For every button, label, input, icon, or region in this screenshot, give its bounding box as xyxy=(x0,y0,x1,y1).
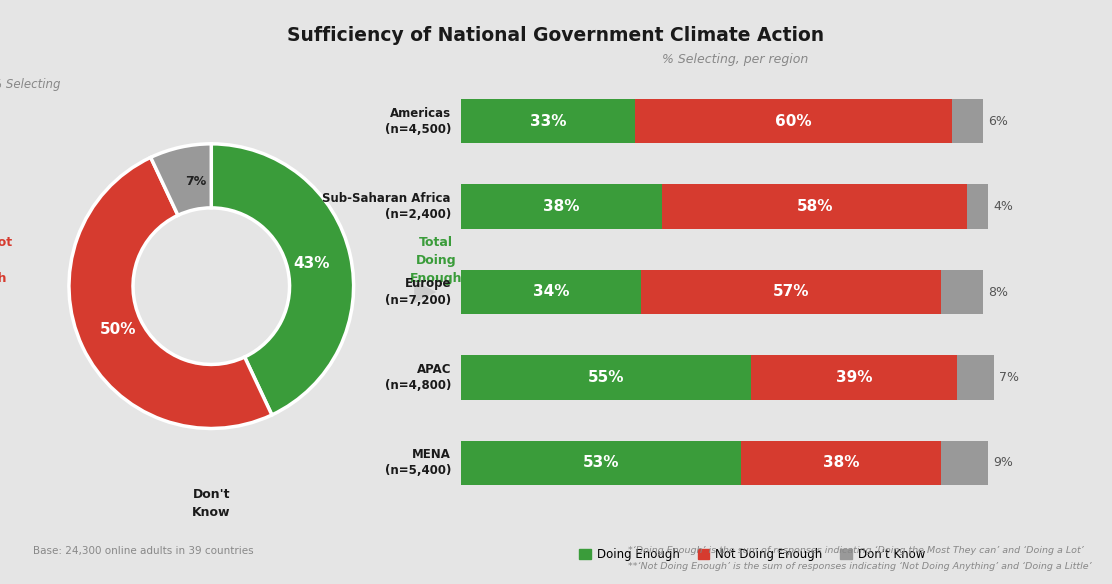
Bar xyxy=(635,99,952,144)
Text: Total
Doing
Enough: Total Doing Enough xyxy=(410,236,463,285)
Bar xyxy=(967,185,989,229)
Text: 38%: 38% xyxy=(823,455,860,470)
Bar xyxy=(461,440,741,485)
Text: 34%: 34% xyxy=(533,284,569,300)
Bar xyxy=(952,99,983,144)
Text: 50%: 50% xyxy=(100,322,137,338)
Text: Base: 24,300 online adults in 39 countries: Base: 24,300 online adults in 39 countri… xyxy=(33,546,254,556)
Text: 9%: 9% xyxy=(994,456,1014,469)
Text: 6%: 6% xyxy=(989,115,1009,128)
Wedge shape xyxy=(211,144,354,415)
Text: 4%: 4% xyxy=(994,200,1014,213)
Text: Sufficiency of National Government Climate Action: Sufficiency of National Government Clima… xyxy=(287,26,825,46)
Wedge shape xyxy=(69,157,271,429)
Text: % Selecting: % Selecting xyxy=(0,78,60,91)
Text: 7%: 7% xyxy=(186,175,207,189)
Bar xyxy=(461,185,662,229)
Bar xyxy=(941,440,989,485)
Text: **‘Not Doing Enough’ is the sum of responses indicating ‘Not Doing Anything’ and: **‘Not Doing Enough’ is the sum of respo… xyxy=(628,562,1092,571)
Text: 60%: 60% xyxy=(775,114,812,129)
Text: % Selecting, per region: % Selecting, per region xyxy=(663,53,808,66)
Legend: Doing Enough, Not Doing Enough, Don't Know: Doing Enough, Not Doing Enough, Don't Kn… xyxy=(575,543,930,566)
Bar xyxy=(641,270,941,314)
Bar xyxy=(461,270,641,314)
Text: Sub-Saharan Africa
(n=2,400): Sub-Saharan Africa (n=2,400) xyxy=(322,192,451,221)
Bar xyxy=(741,440,941,485)
Wedge shape xyxy=(151,144,211,215)
Text: *‘Doing Enough’ is the sum of responses indicating ‘Doing the Most They can’ and: *‘Doing Enough’ is the sum of responses … xyxy=(628,546,1084,555)
Text: 39%: 39% xyxy=(836,370,872,385)
Text: 43%: 43% xyxy=(294,256,329,272)
Text: Americas
(n=4,500): Americas (n=4,500) xyxy=(385,106,451,136)
Text: MENA
(n=5,400): MENA (n=5,400) xyxy=(385,448,451,478)
Bar xyxy=(461,355,752,399)
Text: 7%: 7% xyxy=(999,371,1019,384)
Bar xyxy=(956,355,994,399)
Text: 58%: 58% xyxy=(796,199,833,214)
Text: Don't
Know: Don't Know xyxy=(192,488,230,519)
Bar xyxy=(941,270,983,314)
Text: 53%: 53% xyxy=(583,455,619,470)
Bar xyxy=(662,185,967,229)
Text: 8%: 8% xyxy=(989,286,1009,298)
Bar xyxy=(461,99,635,144)
Bar xyxy=(752,355,956,399)
Text: Europe
(n=7,200): Europe (n=7,200) xyxy=(385,277,451,307)
Text: APAC
(n=4,800): APAC (n=4,800) xyxy=(385,363,451,392)
Text: Total Not
Doing
Enough: Total Not Doing Enough xyxy=(0,236,12,285)
Text: 55%: 55% xyxy=(588,370,625,385)
Text: 57%: 57% xyxy=(773,284,810,300)
Text: 33%: 33% xyxy=(530,114,567,129)
Text: 38%: 38% xyxy=(544,199,579,214)
